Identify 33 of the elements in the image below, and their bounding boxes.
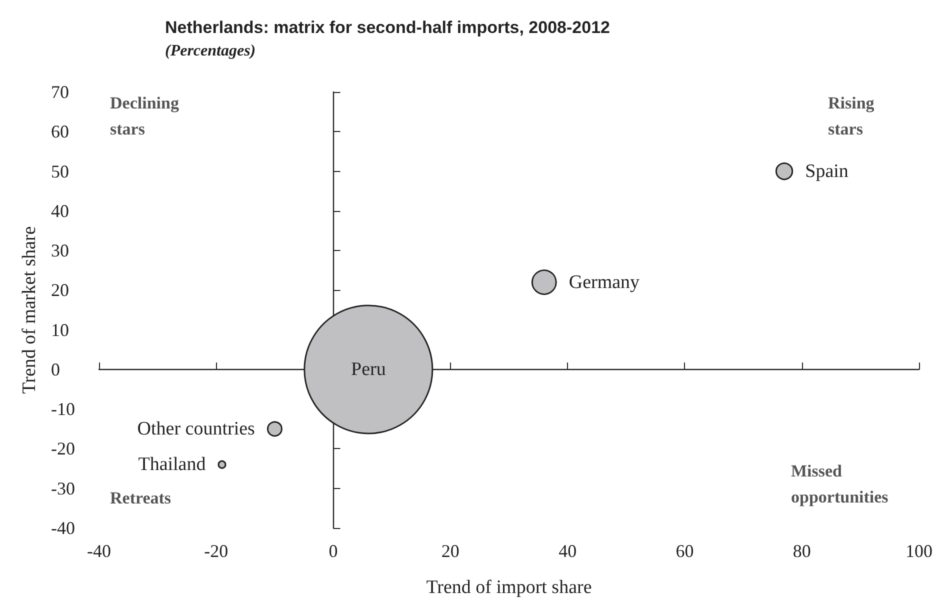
x-tick-label: 0	[328, 541, 338, 561]
y-tick-label: 10	[51, 320, 69, 340]
y-tick-label: 30	[51, 240, 69, 261]
y-tick-label: -30	[51, 478, 75, 498]
series-label: Other countries	[137, 418, 255, 440]
series-label: Germany	[568, 272, 640, 293]
annotation: Missed opportunities	[791, 462, 889, 506]
annotation: Declining stars	[110, 94, 184, 138]
x-tick-label: 80	[792, 541, 811, 561]
x-tick-label: 100	[906, 541, 932, 561]
annotation: Rising stars	[828, 94, 879, 138]
chart-subtitle: (Percentages)	[165, 42, 256, 60]
series-label: Spain	[805, 160, 849, 182]
annotation: Retreats	[110, 488, 172, 508]
x-tick-label: 20	[441, 541, 460, 561]
y-axis-title: Trend of market share	[19, 226, 40, 394]
y-tick-label: 70	[51, 82, 69, 102]
x-tick-label: 40	[558, 541, 577, 561]
y-tick-label: -20	[51, 438, 75, 459]
y-tick-label: -10	[51, 399, 75, 420]
x-tick-label: -20	[204, 541, 228, 561]
y-tick-label: 60	[51, 122, 69, 142]
x-tick-label: 60	[676, 541, 694, 561]
series-label: Thailand	[138, 454, 206, 476]
x-axis-title: Trend of import share	[426, 577, 592, 598]
x-tick-label: -40	[87, 541, 111, 561]
y-tick-label: 40	[51, 200, 69, 221]
y-tick-label: 50	[51, 161, 69, 182]
y-tick-label: -40	[51, 518, 75, 538]
series-label: Peru	[351, 358, 386, 380]
y-tick-label: 20	[51, 280, 69, 300]
y-tick-label: 0	[51, 359, 60, 380]
chart-title: Netherlands: matrix for second-half imports, 2008-2012	[165, 18, 610, 37]
